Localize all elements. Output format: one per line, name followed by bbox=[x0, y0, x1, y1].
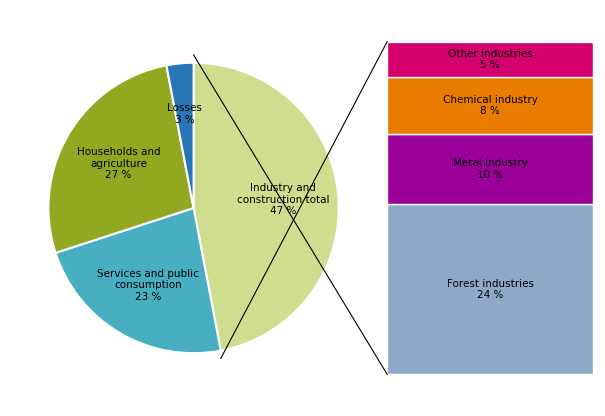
Bar bbox=[387, 42, 593, 77]
Text: Forest industries
24 %: Forest industries 24 % bbox=[446, 279, 534, 300]
Wedge shape bbox=[48, 65, 194, 253]
Bar bbox=[387, 77, 593, 134]
Bar bbox=[387, 204, 593, 374]
Text: Chemical industry
8 %: Chemical industry 8 % bbox=[443, 94, 537, 116]
Wedge shape bbox=[56, 208, 221, 353]
Text: Other industries
5 %: Other industries 5 % bbox=[448, 49, 532, 70]
Wedge shape bbox=[166, 63, 194, 208]
Wedge shape bbox=[194, 63, 339, 351]
Text: Industry and
construction total
47 %: Industry and construction total 47 % bbox=[237, 183, 330, 216]
Text: Households and
agriculture
27 %: Households and agriculture 27 % bbox=[77, 147, 160, 180]
Text: Services and public
consumption
23 %: Services and public consumption 23 % bbox=[97, 269, 198, 302]
Text: Metal industry
10 %: Metal industry 10 % bbox=[453, 158, 528, 180]
Bar bbox=[387, 134, 593, 204]
Text: Losses
3 %: Losses 3 % bbox=[167, 103, 202, 125]
